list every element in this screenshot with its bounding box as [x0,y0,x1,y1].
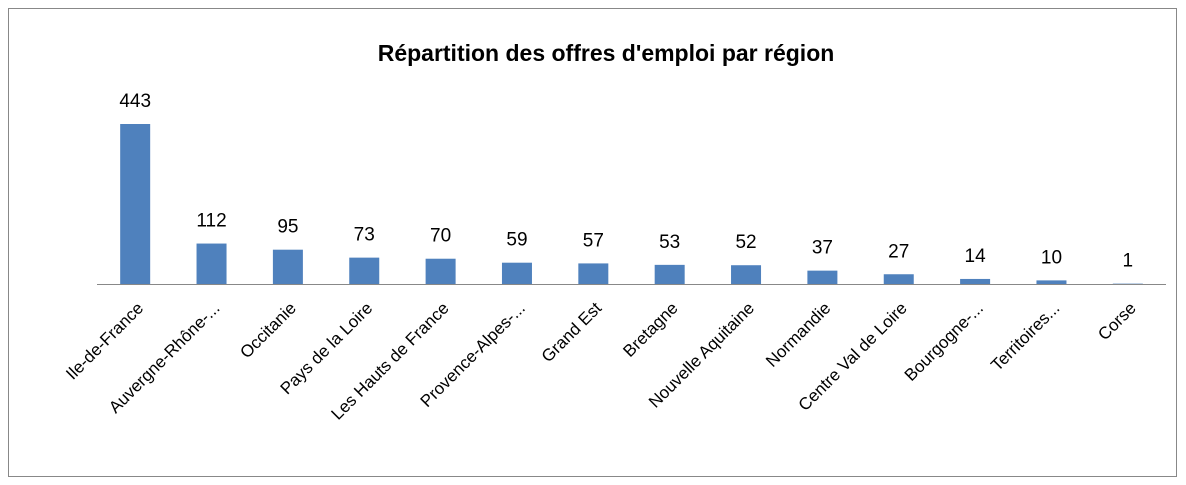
data-label: 443 [119,91,151,112]
bar [654,264,685,284]
chart-border [8,8,1177,477]
data-label: 59 [506,230,527,251]
data-label: 70 [430,226,451,247]
data-label: 57 [583,230,604,251]
data-label: 52 [735,232,756,253]
bar [578,263,609,284]
bar [883,274,914,284]
data-label: 27 [888,241,909,262]
bar [120,124,151,284]
bar [349,257,380,284]
bar [731,265,762,284]
bar [196,243,227,284]
data-label: 37 [812,238,833,259]
chart-title: Répartition des offres d'emploi par régi… [378,40,835,66]
bar [807,270,838,284]
data-label: 112 [196,211,226,232]
data-label: 73 [354,225,375,246]
data-label: 53 [659,232,680,253]
data-label: 1 [1123,251,1134,272]
bar [960,278,991,284]
data-label: 95 [277,217,298,238]
data-label: 10 [1041,247,1062,268]
data-label: 14 [965,246,987,267]
bar [272,249,303,284]
bar [425,258,456,284]
bar [501,262,532,284]
bar [1036,280,1067,284]
